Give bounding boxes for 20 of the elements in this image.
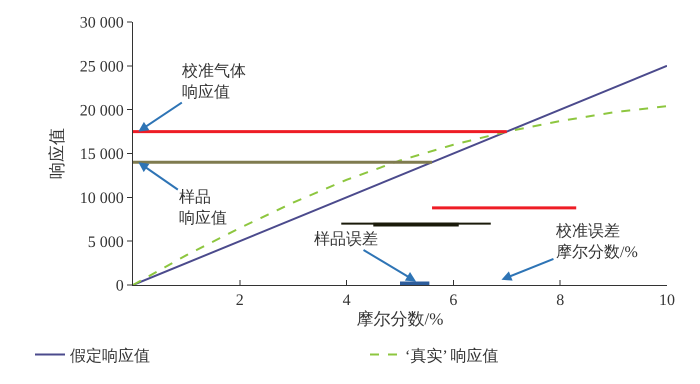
legend-label: ‘真实’ 响应值: [405, 346, 498, 365]
y-tick-label: 25 000: [80, 58, 124, 76]
annotation: 校准误差摩尔分数/%: [555, 222, 638, 261]
y-axis-title: 响应值: [47, 128, 66, 179]
x-axis-title: 摩尔分数/%: [356, 310, 444, 329]
x-tick-label: 10: [659, 292, 675, 310]
y-tick-label: 30 000: [80, 14, 124, 32]
legend-label: 假定响应值: [70, 346, 150, 365]
y-tick-label: 10 000: [80, 190, 124, 207]
x-tick-label: 4: [342, 292, 351, 310]
x-tick-label: 2: [236, 292, 244, 310]
y-tick-label: 0: [116, 278, 124, 295]
x-tick-label: 6: [449, 292, 458, 310]
annotation: 样品响应值: [179, 188, 227, 227]
y-tick-label: 20 000: [80, 102, 124, 120]
annotation: 样品误差: [314, 230, 378, 248]
y-tick-label: 5 000: [88, 234, 124, 251]
y-tick-label: 15 000: [80, 146, 124, 164]
annotation: 校准气体响应值: [181, 62, 246, 101]
x-tick-label: 8: [556, 292, 564, 310]
